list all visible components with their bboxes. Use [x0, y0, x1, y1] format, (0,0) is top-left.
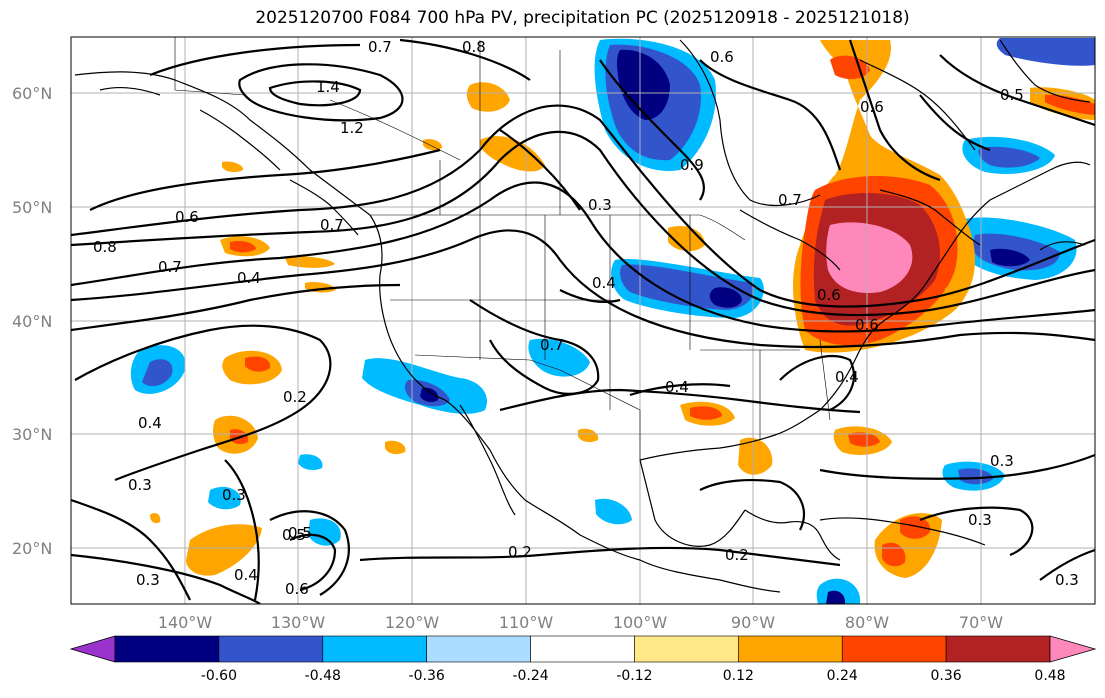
longitude-labels: 140°W 130°W 120°W 110°W 100°W 90°W 80°W …	[158, 613, 1003, 632]
contour-label: 0.5	[1000, 86, 1024, 104]
colorbar-segments	[69, 635, 1097, 663]
colorbar-tick-label: -0.24	[512, 668, 548, 684]
colorbar-tick-label: -0.60	[201, 668, 237, 684]
contour-label: 0.6	[855, 316, 879, 334]
contour-label: 0.3	[128, 476, 152, 494]
contour-label: 0.4	[138, 414, 162, 432]
contour-label: 0.5	[282, 526, 306, 544]
contour-label: 0.4	[835, 368, 859, 386]
precip-positive-areas	[150, 40, 1095, 578]
colorbar-segment	[841, 635, 947, 663]
contour-label: 0.4	[234, 566, 258, 584]
contour-label: 0.4	[237, 269, 261, 287]
map-title: 2025120700 F084 700 hPa PV, precipitatio…	[255, 8, 910, 28]
colorbar-extend-low	[69, 635, 116, 663]
lon-label: 130°W	[271, 613, 326, 632]
colorbar-segment	[218, 635, 324, 663]
contour-label: 0.7	[778, 191, 802, 209]
colorbar-tick-label: 0.12	[723, 668, 754, 684]
colorbar-segment	[945, 635, 1051, 663]
contour-label: 0.4	[665, 378, 689, 396]
lon-label: 120°W	[385, 613, 440, 632]
lon-label: 70°W	[959, 613, 1003, 632]
contour-label: 0.7	[540, 336, 564, 354]
contour-label: 1.4	[316, 78, 340, 96]
colorbar-ticks: -0.60 -0.48 -0.36 -0.24 -0.12 0.12 0.24 0.36 0.4…	[201, 668, 1066, 684]
coastlines	[74, 39, 1091, 593]
colorbar-tick-label: 0.24	[827, 668, 858, 684]
colorbar-tick-label: 0.48	[1034, 668, 1065, 684]
pv-contours	[71, 38, 1095, 604]
contour-label: 0.3	[990, 452, 1014, 470]
contour-labels: 0.7 0.8 1.4 1.2 0.6 0.8 0.7 0.4 0.6 0.3 …	[93, 38, 1079, 598]
lat-label: 40°N	[12, 312, 52, 331]
lon-label: 110°W	[499, 613, 554, 632]
lat-label: 30°N	[12, 425, 52, 444]
lat-label: 20°N	[12, 539, 52, 558]
colorbar-segment	[322, 635, 427, 663]
contour-label: 0.5	[288, 524, 312, 542]
colorbar-segment	[426, 635, 531, 663]
contour-label: 0.8	[462, 38, 486, 56]
colorbar-tick-label: -0.12	[616, 668, 652, 684]
colorbar: -0.60 -0.48 -0.36 -0.24 -0.12 0.12 0.24 0.36 0.4…	[69, 635, 1097, 684]
latitude-labels: 60°N 50°N 40°N 30°N 20°N	[12, 84, 52, 558]
contour-label: 0.2	[283, 388, 307, 406]
colorbar-tick-label: -0.48	[305, 668, 341, 684]
contour-label: 0.6	[285, 580, 309, 598]
contour-label: 1.2	[340, 119, 364, 137]
map-border	[70, 36, 1096, 605]
contour-label: 0.6	[817, 286, 841, 304]
contour-label: 0.6	[175, 208, 199, 226]
contour-label: 0.3	[588, 196, 612, 214]
lon-label: 80°W	[845, 613, 889, 632]
contour-label: 0.6	[710, 48, 734, 66]
contour-label: 0.3	[1055, 571, 1079, 589]
precip-negative-areas	[130, 38, 1095, 604]
contour-label: 0.2	[725, 546, 749, 564]
colorbar-segment	[738, 635, 843, 663]
colorbar-tick-label: 0.36	[931, 668, 962, 684]
contour-label: 0.2	[508, 543, 532, 561]
contour-label: 0.7	[158, 258, 182, 276]
lon-label: 140°W	[158, 613, 213, 632]
colorbar-segment	[634, 635, 739, 663]
contour-label: 0.6	[860, 98, 884, 116]
contour-label: 0.3	[136, 571, 160, 589]
contour-label: 0.4	[592, 274, 616, 292]
lat-label: 50°N	[12, 198, 52, 217]
contour-label: 0.7	[368, 38, 392, 56]
lon-label: 100°W	[613, 613, 668, 632]
colorbar-tick-label: -0.36	[409, 668, 445, 684]
contour-label: 0.9	[680, 156, 704, 174]
lat-label: 60°N	[12, 84, 52, 103]
colorbar-segment	[530, 635, 635, 663]
lon-label: 90°W	[731, 613, 775, 632]
contour-label: 0.7	[320, 216, 344, 234]
contour-label: 0.3	[968, 511, 992, 529]
contour-label: 0.3	[222, 486, 246, 504]
colorbar-segment	[114, 635, 220, 663]
contour-label: 0.8	[93, 238, 117, 256]
colorbar-extend-high	[1049, 635, 1097, 663]
